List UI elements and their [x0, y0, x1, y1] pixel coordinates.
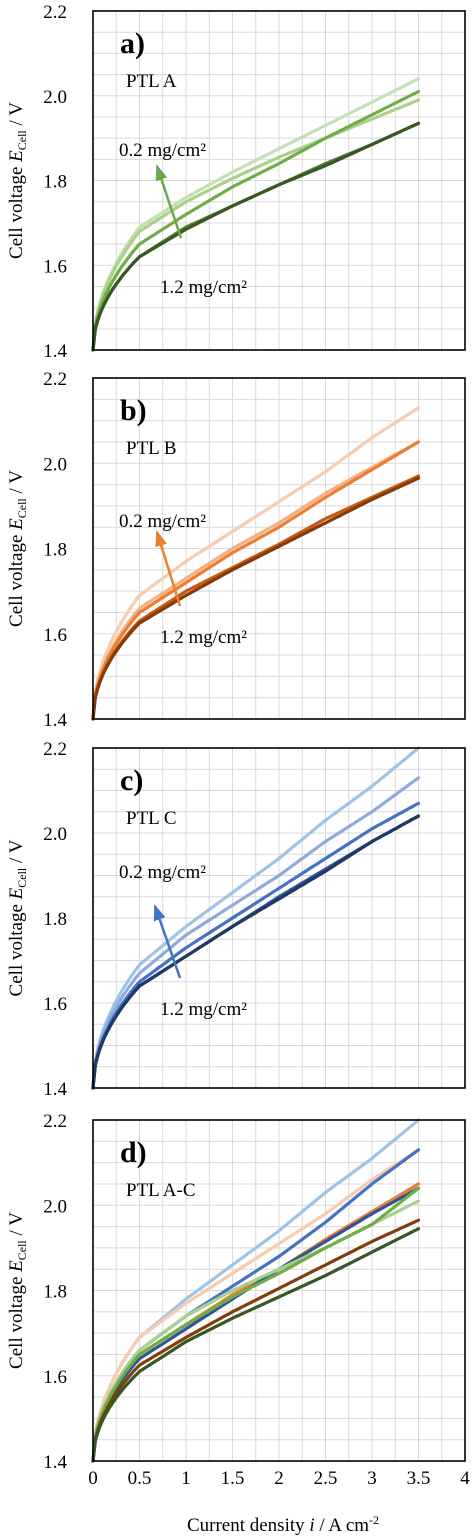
panel-a: 1.4 1.6 1.8 2.0 2.2 Cell voltage ECell / V a) P…: [6, 2, 466, 362]
series-lines: [91, 1118, 421, 1463]
y-tick-label: 2.2: [43, 369, 67, 390]
series-line-2: [91, 440, 421, 721]
series-line-9: [91, 1227, 421, 1463]
arrow-head: [155, 164, 168, 182]
series-line-1: [91, 77, 421, 352]
series-line-3: [91, 89, 421, 352]
x-tick-label: 3.5: [407, 1468, 431, 1489]
x-tick-label: 3: [367, 1468, 377, 1489]
y-axis-label: Cell voltage ECell / V: [6, 102, 29, 259]
y-tick-label: 2.2: [43, 739, 67, 760]
series-lines: [91, 77, 421, 352]
x-tick-label: 0.5: [128, 1468, 152, 1489]
series-line-7: [91, 1186, 421, 1463]
plot-frame: [92, 747, 466, 1089]
panel-title: PTL C: [126, 808, 177, 829]
series-line-3: [91, 801, 421, 1090]
plot-frame: [92, 10, 466, 351]
panels: 1.4 1.6 1.8 2.0 2.2 Cell voltage ECell / V a) P…: [6, 2, 470, 1489]
y-tick-label: 2.0: [43, 1196, 67, 1217]
loading-arrow: [155, 164, 183, 239]
panel-label: a): [120, 27, 145, 60]
annotation-high-loading: 1.2 mg/cm²: [160, 277, 247, 298]
y-tick-label: 1.6: [43, 625, 67, 646]
y-tick-label: 2.0: [43, 824, 67, 845]
y-tick-label: 1.4: [43, 1452, 67, 1473]
annotation-high-loading: 1.2 mg/cm²: [160, 999, 247, 1020]
panel-label: c): [120, 764, 143, 797]
arrow-head: [155, 530, 167, 548]
grid-lines: [93, 747, 465, 1088]
y-tick-label: 1.8: [43, 172, 67, 193]
grid-lines: [93, 1119, 465, 1461]
panel-b: 1.4 1.6 1.8 2.0 2.2 Cell voltage ECell / V b) P…: [6, 369, 466, 731]
grid-lines: [93, 10, 465, 350]
loading-arrow: [153, 904, 182, 979]
x-tick-label: 0: [88, 1468, 98, 1489]
annotation-low-loading: 0.2 mg/cm²: [119, 511, 206, 532]
series-line-8: [91, 1218, 421, 1463]
grid-lines: [93, 377, 465, 719]
series-line-5: [91, 476, 421, 721]
series-line-4: [91, 474, 421, 721]
y-axis-label: Cell voltage ECell / V: [6, 839, 29, 996]
panel-title: PTL A: [126, 71, 177, 92]
x-tick-label: 4: [460, 1468, 470, 1489]
annotation-low-loading: 0.2 mg/cm²: [119, 140, 206, 161]
y-tick-label: 1.6: [43, 994, 67, 1015]
series-line-5: [91, 121, 421, 352]
plot-frame: [92, 377, 466, 720]
panel-d: 1.4 1.6 1.8 2.0 2.2 0 0.5 1 1.5 2 2.5 3 3.5 4 Cell vol…: [6, 1111, 470, 1489]
annotation-high-loading: 1.2 mg/cm²: [160, 627, 247, 648]
y-tick-label: 1.8: [43, 1282, 67, 1303]
loading-arrow: [155, 530, 182, 607]
x-tick-label: 2: [274, 1468, 284, 1489]
series-line-2: [91, 98, 421, 352]
y-tick-label: 1.6: [43, 256, 67, 277]
series-lines: [91, 406, 421, 721]
y-tick-label: 1.4: [43, 710, 67, 731]
annotation-low-loading: 0.2 mg/cm²: [119, 862, 206, 883]
x-axis-label: Current density i / A cm-2: [187, 1513, 379, 1536]
series-line-1: [91, 746, 421, 1090]
series-line-1: [91, 406, 421, 721]
y-tick-label: 2.0: [43, 454, 67, 475]
panel-c: 1.4 1.6 1.8 2.0 2.2 Cell voltage ECell / V c) P…: [6, 739, 466, 1100]
y-tick-label: 2.2: [43, 1111, 67, 1132]
y-axis-label: Cell voltage ECell / V: [6, 470, 29, 627]
series-line-3: [91, 440, 421, 721]
y-tick-label: 1.8: [43, 909, 67, 930]
plot-frame: [92, 1119, 466, 1462]
panel-title: PTL A-C: [126, 1180, 196, 1201]
x-tick-label: 1.5: [221, 1468, 245, 1489]
series-line-2: [91, 776, 421, 1090]
arrow-head: [153, 904, 166, 922]
y-tick-label: 2.0: [43, 87, 67, 108]
x-tick-label: 2.5: [314, 1468, 338, 1489]
y-tick-label: 1.8: [43, 540, 67, 561]
y-tick-label: 1.6: [43, 1367, 67, 1388]
panel-title: PTL B: [126, 438, 177, 459]
y-tick-label: 1.4: [43, 341, 67, 362]
y-tick-label: 1.4: [43, 1079, 67, 1100]
panel-label: b): [120, 394, 147, 427]
y-tick-label: 2.2: [43, 2, 67, 23]
panel-label: d): [120, 1136, 147, 1169]
x-tick-label: 1: [181, 1468, 191, 1489]
series-line-5: [91, 814, 421, 1090]
y-axis-label: Cell voltage ECell / V: [6, 1212, 29, 1369]
series-lines: [91, 746, 421, 1090]
series-line-2: [91, 1148, 421, 1463]
